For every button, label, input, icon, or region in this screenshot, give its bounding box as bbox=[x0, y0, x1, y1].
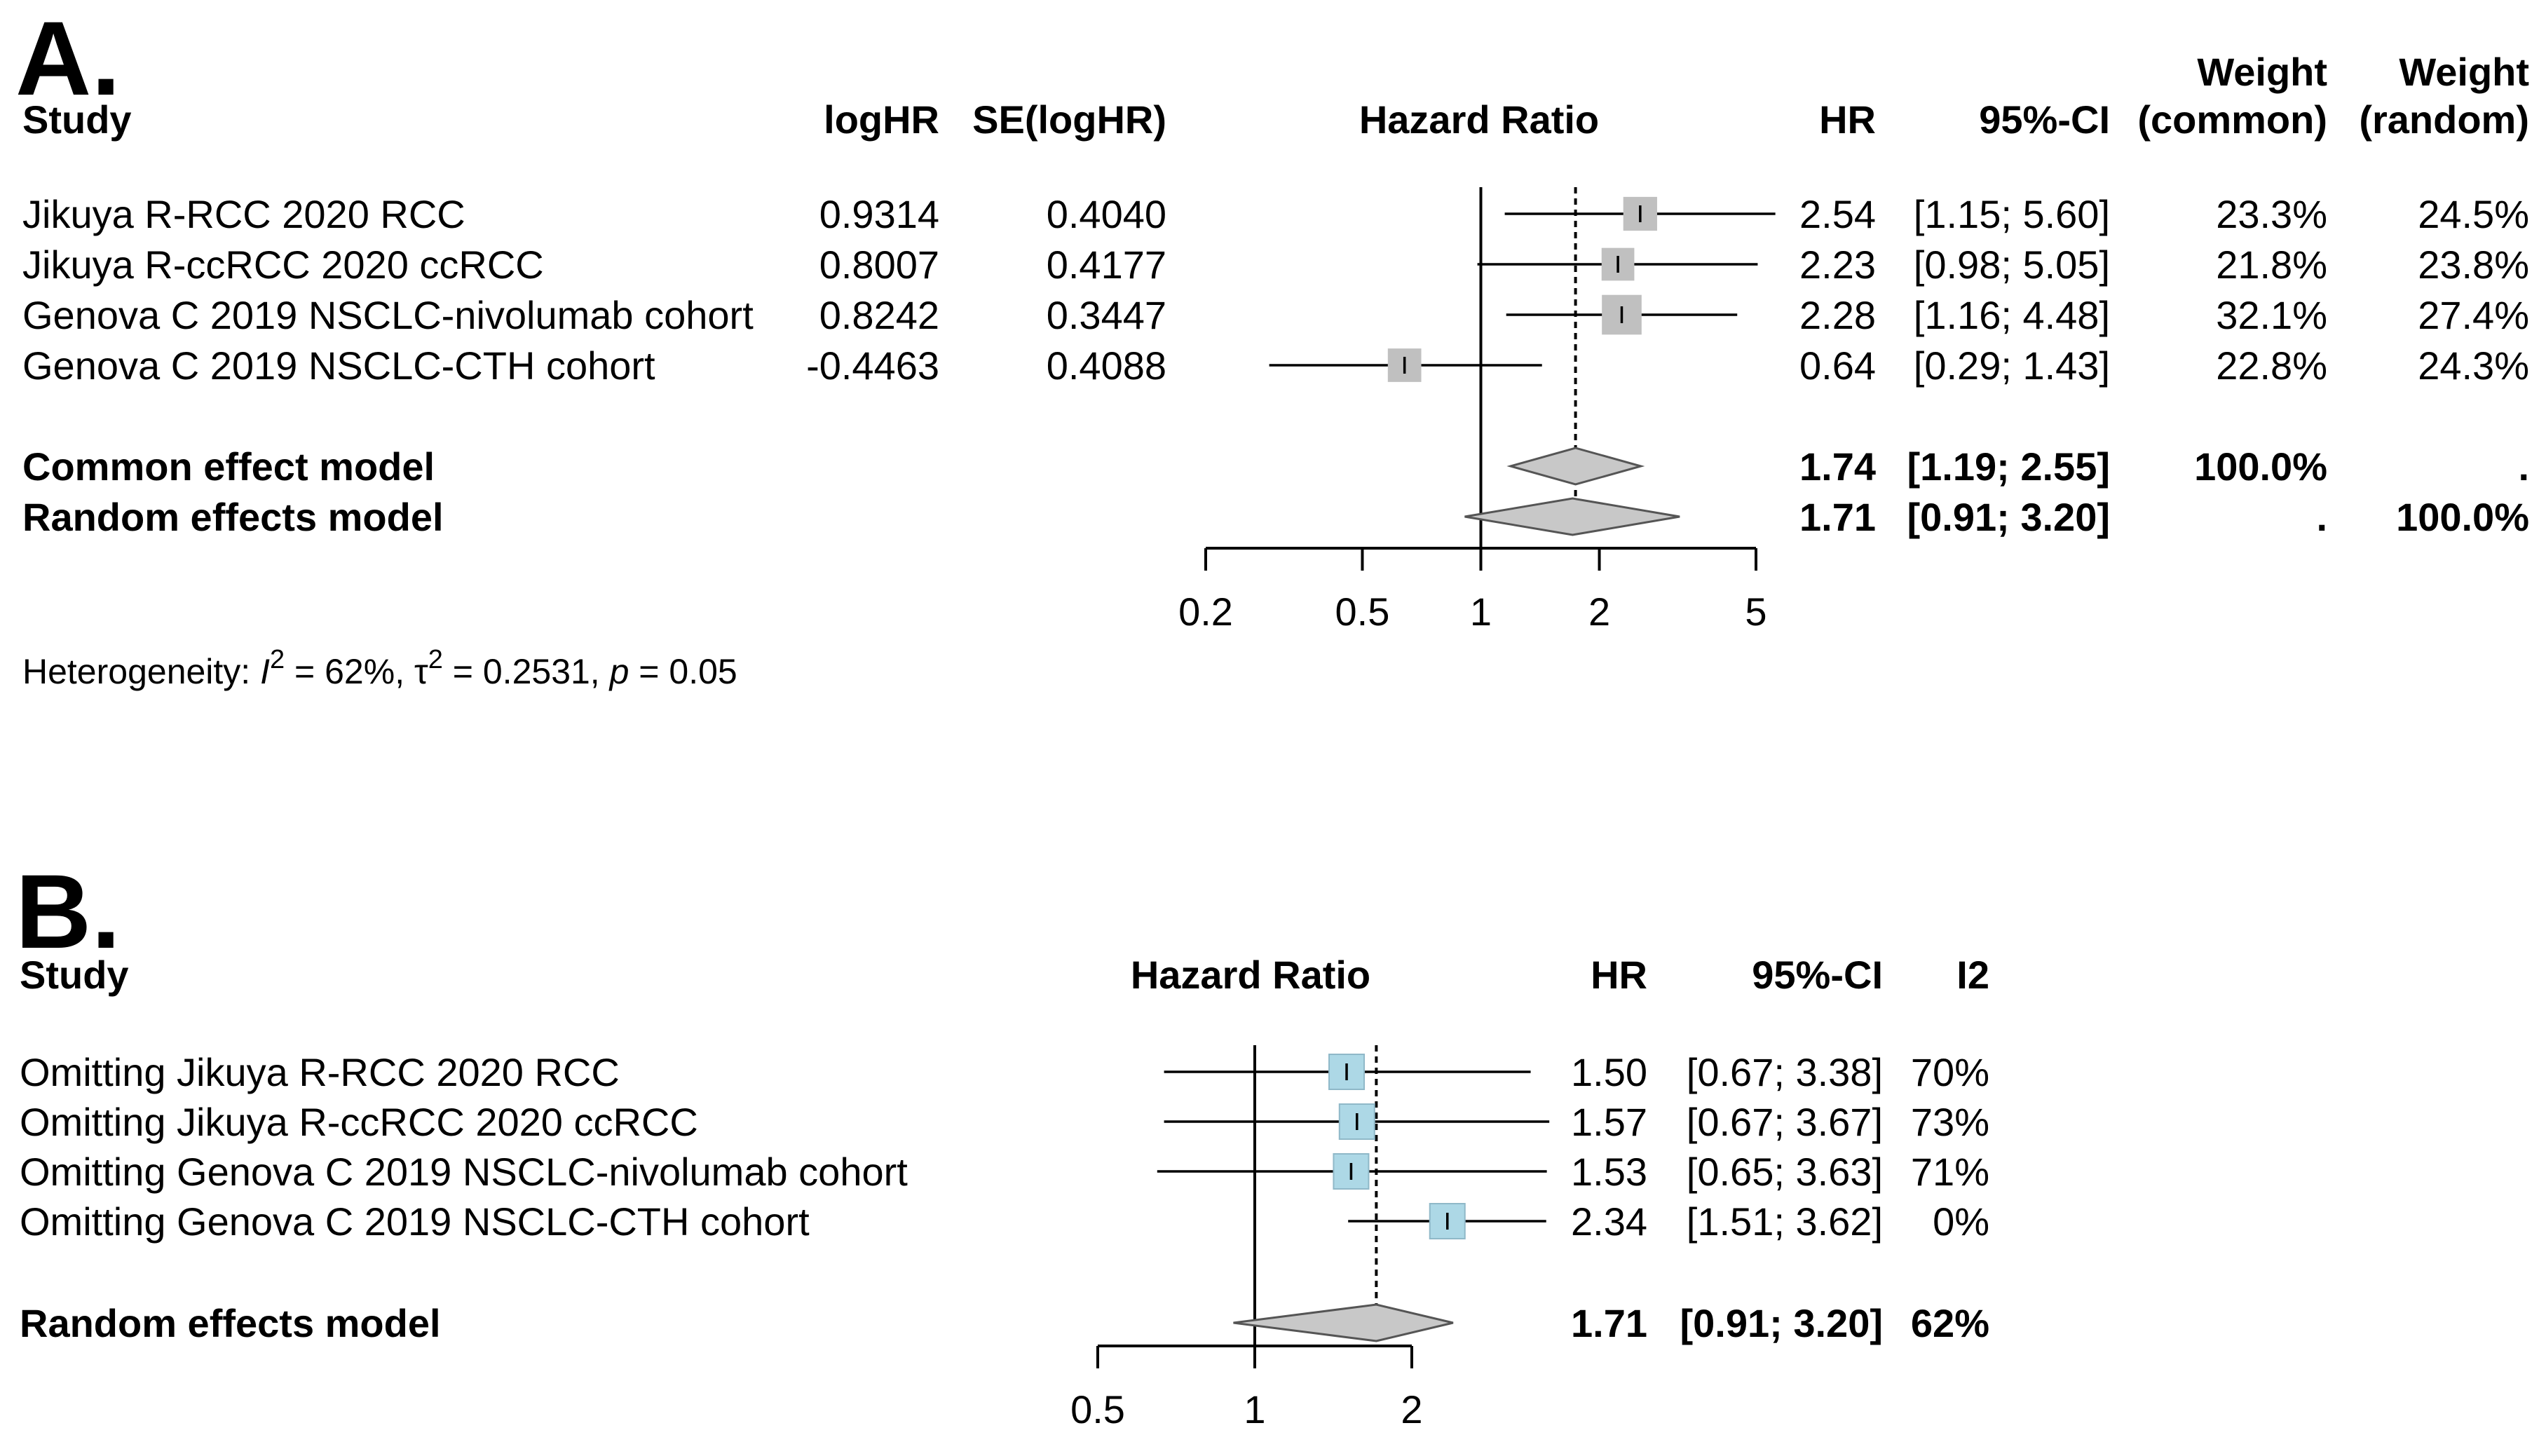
summary-ci: [1.19; 2.55] bbox=[1907, 444, 2111, 489]
study-ci: [0.67; 3.38] bbox=[1687, 1050, 1883, 1094]
summary-diamond bbox=[1506, 447, 1645, 486]
study-loghr: 0.9314 bbox=[819, 192, 939, 236]
study-weight-common: 32.1% bbox=[2216, 293, 2327, 337]
summary-label: Random effects model bbox=[22, 495, 444, 539]
study-se: 0.3447 bbox=[1047, 293, 1166, 337]
summary-hr: 1.71 bbox=[1571, 1301, 1647, 1345]
header-weight-common-sub: (common) bbox=[2137, 97, 2327, 142]
header-ci: 95%-CI bbox=[1979, 97, 2110, 142]
x-axis-tick-label: 2 bbox=[1588, 590, 1610, 634]
study-se: 0.4177 bbox=[1047, 243, 1166, 287]
study-weight-common: 23.3% bbox=[2216, 192, 2327, 236]
study-ci: [0.67; 3.67] bbox=[1687, 1100, 1883, 1144]
header-hazard-ratio: Hazard Ratio bbox=[1359, 97, 1599, 142]
x-axis-tick-label: 0.5 bbox=[1070, 1387, 1125, 1431]
panel-label: A. bbox=[15, 0, 121, 117]
study-weight-common: 21.8% bbox=[2216, 243, 2327, 287]
study-label: Genova C 2019 NSCLC-CTH cohort bbox=[22, 343, 655, 388]
study-label: Omitting Jikuya R-ccRCC 2020 ccRCC bbox=[20, 1100, 698, 1144]
study-loghr: -0.4463 bbox=[806, 343, 939, 388]
study-ci: [1.15; 5.60] bbox=[1914, 192, 2110, 236]
summary-weight-common: . bbox=[2316, 495, 2327, 539]
header-se: SE(logHR) bbox=[972, 97, 1166, 142]
study-ci: [0.29; 1.43] bbox=[1914, 343, 2110, 388]
header-hr: HR bbox=[1591, 953, 1647, 997]
study-i2: 0% bbox=[1933, 1199, 1989, 1244]
study-hr: 2.28 bbox=[1799, 293, 1876, 337]
summary-label: Random effects model bbox=[20, 1301, 441, 1345]
study-label: Genova C 2019 NSCLC-nivolumab cohort bbox=[22, 293, 754, 337]
study-i2: 71% bbox=[1911, 1150, 1989, 1194]
header-ci: 95%-CI bbox=[1752, 953, 1883, 997]
study-ci: [1.51; 3.62] bbox=[1687, 1199, 1883, 1244]
header-weight-common: Weight bbox=[2197, 50, 2327, 94]
study-weight-random: 24.3% bbox=[2418, 343, 2529, 388]
summary-weight-random: 100.0% bbox=[2396, 495, 2529, 539]
x-axis-tick-label: 2 bbox=[1401, 1387, 1422, 1431]
header-i2: I2 bbox=[1956, 953, 1989, 997]
study-i2: 73% bbox=[1911, 1100, 1989, 1144]
x-axis-tick-label: 1 bbox=[1470, 590, 1492, 634]
study-hr: 1.57 bbox=[1571, 1100, 1647, 1144]
summary-hr: 1.74 bbox=[1799, 444, 1876, 489]
x-axis-tick-label: 0.2 bbox=[1178, 590, 1233, 634]
study-se: 0.4040 bbox=[1047, 192, 1166, 236]
study-i2: 70% bbox=[1911, 1050, 1989, 1094]
study-label: Omitting Genova C 2019 NSCLC-CTH cohort bbox=[20, 1199, 810, 1244]
study-loghr: 0.8242 bbox=[819, 293, 939, 337]
study-se: 0.4088 bbox=[1047, 343, 1166, 388]
study-hr: 1.53 bbox=[1571, 1150, 1647, 1194]
study-label: Jikuya R-RCC 2020 RCC bbox=[22, 192, 465, 236]
study-label: Omitting Jikuya R-RCC 2020 RCC bbox=[20, 1050, 620, 1094]
panel-a-forest-plot: A.Study logHR SE(logHR) Hazard Ratio HR 95%-C… bbox=[15, 0, 2529, 691]
summary-diamond bbox=[1464, 497, 1680, 536]
summary-hr: 1.71 bbox=[1799, 495, 1876, 539]
summary-ci: [0.91; 3.20] bbox=[1907, 495, 2111, 539]
panel-b-forest-plot: B.Study Hazard Ratio HR 95%-CI I2 Omitting Ji… bbox=[15, 852, 1989, 1431]
header-study: Study bbox=[20, 953, 129, 997]
panel-label: B. bbox=[15, 852, 121, 970]
study-weight-common: 22.8% bbox=[2216, 343, 2327, 388]
study-hr: 2.23 bbox=[1799, 243, 1876, 287]
study-label: Jikuya R-ccRCC 2020 ccRCC bbox=[22, 243, 544, 287]
header-hr: HR bbox=[1819, 97, 1876, 142]
study-ci: [0.98; 5.05] bbox=[1914, 243, 2110, 287]
summary-ci: [0.91; 3.20] bbox=[1680, 1301, 1884, 1345]
summary-diamond bbox=[1233, 1303, 1454, 1342]
study-weight-random: 24.5% bbox=[2418, 192, 2529, 236]
header-weight-random: Weight bbox=[2399, 50, 2529, 94]
study-hr: 2.34 bbox=[1571, 1199, 1647, 1244]
x-axis-tick-label: 1 bbox=[1244, 1387, 1265, 1431]
study-weight-random: 27.4% bbox=[2418, 293, 2529, 337]
study-hr: 1.50 bbox=[1571, 1050, 1647, 1094]
summary-i2: 62% bbox=[1911, 1301, 1989, 1345]
study-weight-random: 23.8% bbox=[2418, 243, 2529, 287]
x-axis-tick-label: 5 bbox=[1745, 590, 1766, 634]
study-hr: 0.64 bbox=[1799, 343, 1876, 388]
study-loghr: 0.8007 bbox=[819, 243, 939, 287]
summary-weight-common: 100.0% bbox=[2194, 444, 2327, 489]
header-study: Study bbox=[22, 97, 132, 142]
summary-label: Common effect model bbox=[22, 444, 435, 489]
study-hr: 2.54 bbox=[1799, 192, 1876, 236]
x-axis-tick-label: 0.5 bbox=[1335, 590, 1390, 634]
study-label: Omitting Genova C 2019 NSCLC-nivolumab c… bbox=[20, 1150, 908, 1194]
study-ci: [0.65; 3.63] bbox=[1687, 1150, 1883, 1194]
study-weight-box bbox=[1338, 1103, 1375, 1140]
summary-weight-random: . bbox=[2518, 444, 2529, 489]
study-ci: [1.16; 4.48] bbox=[1914, 293, 2110, 337]
header-hazard-ratio: Hazard Ratio bbox=[1131, 953, 1370, 997]
header-weight-random-sub: (random) bbox=[2359, 97, 2529, 142]
heterogeneity-statement: Heterogeneity: I2 = 62%, τ2 = 0.2531, p … bbox=[22, 645, 737, 691]
header-loghr: logHR bbox=[824, 97, 939, 142]
